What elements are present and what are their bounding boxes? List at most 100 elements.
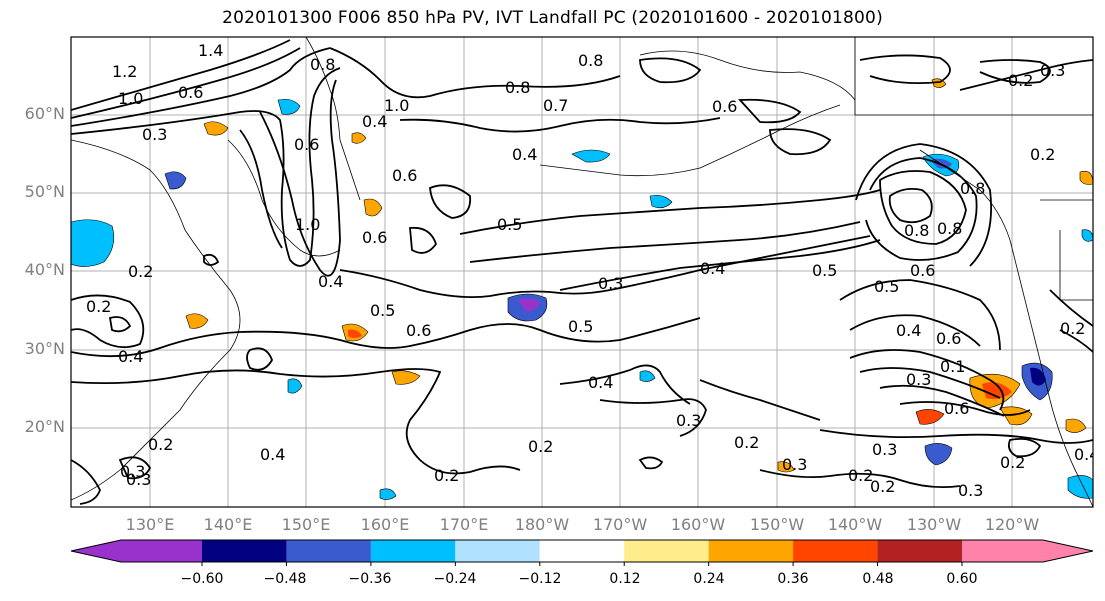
contour-label: 0.4 — [118, 347, 143, 366]
contour-label: 0.3 — [126, 470, 151, 489]
colorbar-tick-label: −0.60 — [180, 571, 224, 587]
contour-label: 0.7 — [543, 96, 568, 115]
contour-label: 1.2 — [112, 62, 137, 81]
colorbar-tick-label: −0.12 — [518, 571, 562, 587]
contour-label: 1.0 — [295, 215, 320, 234]
contour-label: 0.6 — [406, 321, 431, 340]
lon-label: 130°W — [906, 515, 962, 534]
contour-label: 0.2 — [528, 437, 553, 456]
contour-label: 0.6 — [712, 97, 737, 116]
lon-label: 160°W — [670, 515, 726, 534]
contour-label: 0.8 — [578, 51, 603, 70]
contour-label: 0.5 — [874, 277, 899, 296]
contour-label: 0.3 — [872, 440, 897, 459]
colorbar-cell — [202, 540, 287, 562]
lon-label: 170°W — [592, 515, 648, 534]
contour-label: 1.0 — [384, 96, 409, 115]
lat-label: 40°N — [24, 260, 65, 279]
contour-label: 0.8 — [310, 55, 335, 74]
colorbar-cell — [624, 540, 709, 562]
contour-label: 0.3 — [1040, 61, 1065, 80]
lon-label: 120°W — [984, 515, 1040, 534]
contour-label: 0.4 — [260, 445, 285, 464]
colorbar-extend-low — [71, 540, 202, 562]
contour-label: 0.2 — [1060, 319, 1085, 338]
contour-label: 0.6 — [944, 399, 969, 418]
contour-label: 0.3 — [598, 274, 623, 293]
lat-label: 60°N — [24, 104, 65, 123]
lat-label: 30°N — [24, 339, 65, 358]
lon-label: 140°W — [827, 515, 883, 534]
colorbar-tick-label: −0.24 — [433, 571, 477, 587]
colorbar-cell — [877, 540, 962, 562]
lat-label: 50°N — [24, 182, 65, 201]
colorbar-tick-label: 0.24 — [693, 571, 725, 587]
contour-label: 0.4 — [588, 373, 613, 392]
lon-label: 180°W — [514, 515, 570, 534]
contour-label: 0.2 — [434, 466, 459, 485]
contour-label: 0.4 — [512, 145, 537, 164]
contour-label: 0.2 — [1000, 453, 1025, 472]
colorbar-cell — [793, 540, 878, 562]
contour-label: 0.2 — [1008, 71, 1033, 90]
contour-label: 0.5 — [370, 301, 395, 320]
contour-label: 0.2 — [148, 435, 173, 454]
contour-label: 0.6 — [178, 83, 203, 102]
lon-label: 170°E — [439, 515, 489, 534]
lon-label: 160°E — [360, 515, 410, 534]
contour-label: 0.2 — [870, 477, 895, 496]
contour-label: 0.4 — [700, 259, 725, 278]
contour-label: 0.3 — [142, 125, 167, 144]
colorbar-cell — [286, 540, 371, 562]
contour-label: 0.6 — [294, 135, 319, 154]
contour-label: 0.3 — [906, 370, 931, 389]
contour-label: 0.8 — [505, 78, 530, 97]
contour-label: 1.4 — [198, 41, 223, 60]
map-title: 2020101300 F006 850 hPa PV, IVT Landfall… — [222, 8, 883, 28]
contour-label: 0.6 — [362, 228, 387, 247]
colorbar-tick-label: −0.36 — [348, 571, 392, 587]
lon-label: 130°E — [125, 515, 175, 534]
colorbar-cell — [370, 540, 456, 562]
contour-label: 0.4 — [362, 112, 387, 131]
contour-label: 1.0 — [118, 89, 143, 108]
colorbar-tick-label: 0.36 — [777, 571, 809, 587]
map-frame — [70, 36, 1094, 508]
contour-label: 0.1 — [940, 357, 965, 376]
contour-labels: 1.4 1.2 1.0 0.3 0.6 0.8 0.8 0.8 0.7 0.6 … — [86, 41, 1099, 500]
contour-label: 0.2 — [734, 433, 759, 452]
pv-contours — [71, 39, 1093, 505]
colorbar-outline — [70, 539, 1094, 563]
lat-label: 20°N — [24, 417, 65, 436]
contour-label: 0.2 — [128, 262, 153, 281]
colorbar-tick-label: 0.60 — [946, 571, 978, 587]
colorbar-tick-label: −0.48 — [263, 571, 307, 587]
contour-label: 0.4 — [1074, 445, 1099, 464]
contour-label: 0.2 — [86, 297, 111, 316]
contour-label: 0.3 — [782, 455, 807, 474]
colorbar-cell — [708, 540, 794, 562]
contour-label: 0.6 — [392, 166, 417, 185]
contour-label: 0.2 — [1030, 145, 1055, 164]
contour-label: 0.3 — [676, 411, 701, 430]
contour-label: 0.3 — [120, 462, 145, 481]
contour-label: 0.5 — [568, 317, 593, 336]
colorbar-tick-label: 0.12 — [609, 571, 641, 587]
lon-label: 140°E — [203, 515, 253, 534]
contour-label: 0.4 — [318, 272, 343, 291]
contour-label: 0.3 — [958, 481, 983, 500]
colorbar-tick-label: 0.48 — [862, 571, 894, 587]
colorbar-extend-high — [962, 540, 1093, 562]
contour-label: 0.2 — [848, 466, 873, 485]
coastlines — [71, 37, 1093, 507]
colorbar-cell — [539, 540, 625, 562]
contour-label: 0.6 — [936, 329, 961, 348]
lon-label: 150°W — [749, 515, 805, 534]
lon-label: 150°E — [281, 515, 331, 534]
contour-label: 0.5 — [812, 261, 837, 280]
colorbar-cell — [455, 540, 540, 562]
contour-label: 0.5 — [497, 215, 522, 234]
contour-label: 0.8 — [960, 179, 985, 198]
